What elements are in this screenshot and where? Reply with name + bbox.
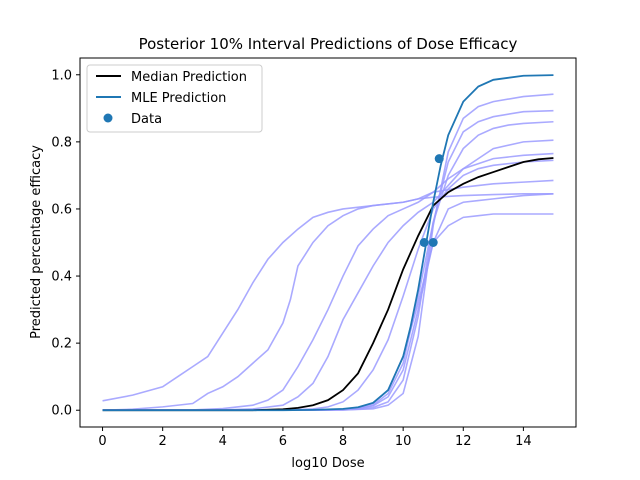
x-tick-label: 8 bbox=[339, 434, 347, 449]
x-tick-label: 4 bbox=[219, 434, 227, 449]
data-point-2 bbox=[428, 238, 438, 247]
chart-title: Posterior 10% Interval Predictions of Do… bbox=[139, 35, 518, 53]
y-tick-label: 1.0 bbox=[51, 68, 72, 83]
y-axis: 0.0 0.2 0.4 0.6 0.8 1.0 bbox=[51, 68, 80, 419]
median-prediction-line bbox=[102, 157, 554, 412]
posterior-curve-4 bbox=[102, 139, 554, 412]
legend-data-marker bbox=[103, 113, 113, 123]
x-axis-title: log10 Dose bbox=[291, 456, 364, 471]
y-tick-label: 0.2 bbox=[51, 337, 72, 352]
legend-data-label: Data bbox=[131, 112, 162, 127]
data-point-3 bbox=[434, 154, 444, 164]
x-tick-label: 0 bbox=[98, 434, 106, 449]
posterior-curve-10 bbox=[102, 93, 554, 412]
x-axis: 0 2 4 6 8 10 12 14 bbox=[98, 427, 532, 449]
legend-box bbox=[86, 64, 263, 133]
posterior-curve-8 bbox=[102, 120, 554, 412]
y-tick-label: 0.0 bbox=[51, 404, 72, 419]
y-tick-label: 0.6 bbox=[51, 202, 72, 217]
plot-frame bbox=[79, 57, 577, 428]
x-tick-label: 6 bbox=[279, 434, 287, 449]
x-tick-label: 14 bbox=[515, 434, 532, 449]
y-tick-label: 0.8 bbox=[51, 135, 72, 150]
x-tick-label: 2 bbox=[159, 434, 167, 449]
x-tick-label: 12 bbox=[455, 434, 472, 449]
series-lines bbox=[102, 74, 554, 412]
y-axis-title: Predicted percentage efficacy bbox=[29, 145, 44, 339]
legend-mle-label: MLE Prediction bbox=[131, 91, 226, 106]
posterior-curve-3 bbox=[102, 152, 554, 412]
legend: Median Prediction MLE Prediction Data bbox=[86, 64, 263, 133]
posterior-curve-2 bbox=[102, 179, 554, 412]
y-tick-label: 0.4 bbox=[51, 270, 72, 285]
posterior-curve-9 bbox=[102, 109, 554, 412]
data-point-1 bbox=[419, 238, 429, 247]
posterior-curve-5 bbox=[102, 159, 554, 412]
mle-prediction-line bbox=[102, 74, 554, 412]
x-tick-label: 10 bbox=[395, 434, 412, 449]
posterior-curves bbox=[102, 93, 554, 412]
data-points bbox=[419, 154, 444, 247]
legend-median-label: Median Prediction bbox=[131, 70, 247, 85]
